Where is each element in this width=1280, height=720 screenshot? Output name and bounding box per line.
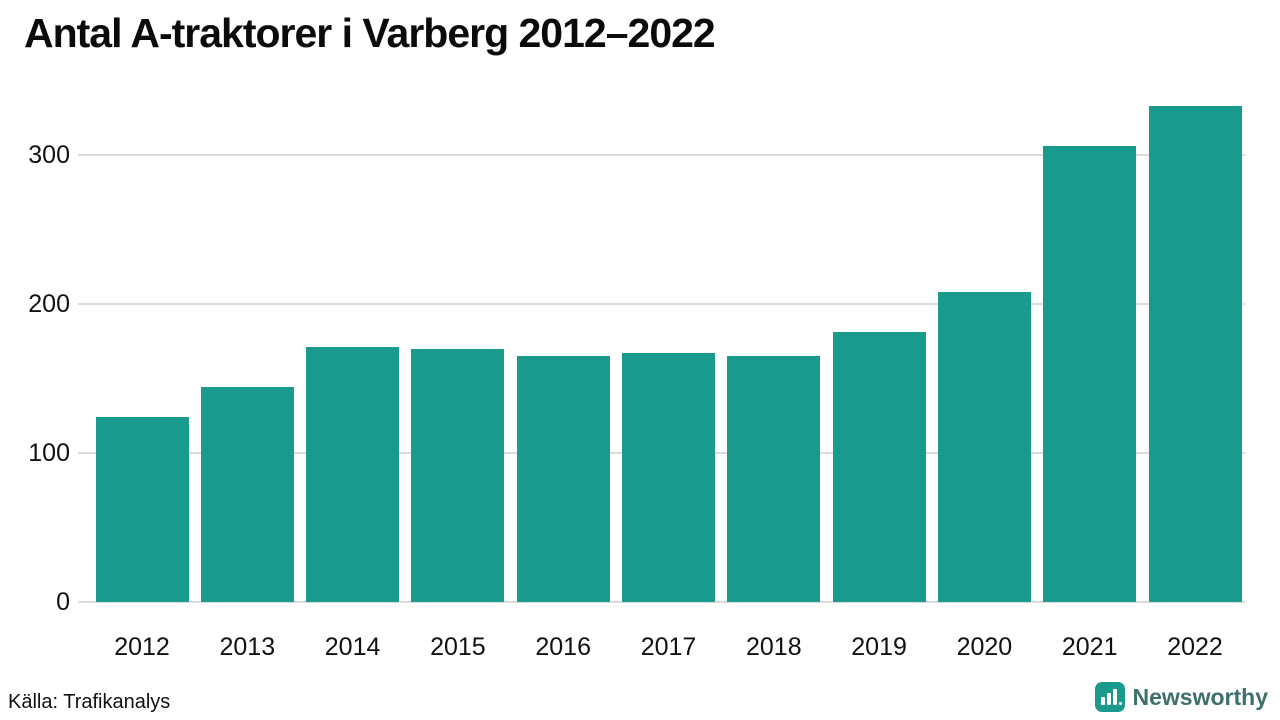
bar-2020 (937, 292, 1031, 602)
x-tick-label-2015: 2015 (430, 633, 486, 661)
gridline-200 (78, 303, 1245, 305)
bar-2019 (832, 332, 926, 602)
bar-2012 (95, 417, 189, 602)
y-tick-label-0: 0 (56, 588, 70, 616)
x-tick-label-2019: 2019 (851, 633, 907, 661)
bar-2015 (411, 348, 505, 602)
x-tick-label-2013: 2013 (219, 633, 276, 661)
x-tick-label-2017: 2017 (640, 633, 697, 661)
y-tick-label-300: 300 (28, 141, 70, 169)
x-tick-label-2022: 2022 (1167, 633, 1223, 661)
chart-title: Antal A-traktorer i Varberg 2012–2022 (24, 10, 716, 56)
bar-2017 (622, 353, 715, 602)
bar-2021 (1043, 146, 1137, 602)
x-tick-label-2018: 2018 (745, 633, 802, 661)
y-tick-label-100: 100 (28, 439, 70, 467)
bar-2016 (516, 356, 610, 602)
gridline-300 (78, 154, 1245, 156)
newsworthy-logo-icon (1094, 682, 1125, 712)
brand-lockup: Newsworthy (1094, 682, 1268, 712)
bar-2013 (200, 387, 294, 602)
x-tick-label-2016: 2016 (535, 633, 591, 661)
bar-2018 (727, 356, 821, 602)
x-tick-label-2012: 2012 (114, 633, 170, 661)
x-tick-label-2020: 2020 (956, 633, 1013, 661)
x-tick-label-2021: 2021 (1061, 633, 1118, 661)
bar-2022 (1148, 105, 1242, 602)
gridline-0 (78, 601, 1245, 603)
source-note: Källa: Trafikanalys (8, 691, 171, 713)
x-tick-label-2014: 2014 (324, 633, 381, 661)
brand-name: Newsworthy (1132, 683, 1268, 710)
y-tick-label-200: 200 (28, 290, 70, 318)
bar-2014 (306, 347, 400, 602)
